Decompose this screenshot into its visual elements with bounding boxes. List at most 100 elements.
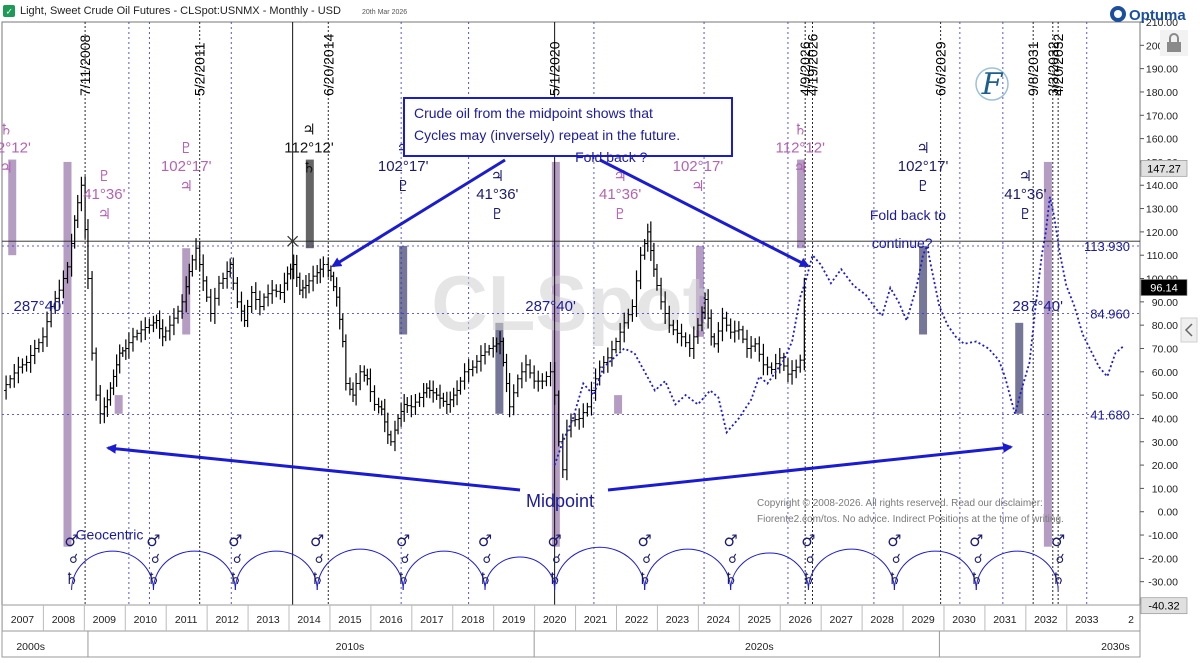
shaded-bar (8, 159, 17, 256)
level-label: 84.960 (1090, 307, 1130, 322)
planet-glyph: ♃ (179, 177, 192, 195)
x-tick-label-partial: 2 (1128, 614, 1134, 626)
price-badge-label: 147.27 (1147, 163, 1181, 175)
title-bar: ✓ Light, Sweet Crude Oil Futures - CLSpo… (3, 5, 407, 17)
mars-icon: ♂ (887, 531, 901, 550)
cycle-arc (316, 548, 404, 591)
crosshair-marker (287, 235, 299, 247)
planet-glyph: ♃ (691, 177, 704, 195)
cycle-arc (402, 550, 486, 591)
angle-label: 41°36' (83, 186, 125, 203)
y-tick-label: 0.00 (1158, 507, 1179, 519)
y-tick-label: 140.00 (1146, 180, 1178, 192)
x-axis-decade-band (1, 630, 1141, 658)
mars-icon: ♂ (478, 531, 492, 550)
x-tick-label: 2010 (134, 614, 158, 626)
mars-icon: ♂ (64, 531, 78, 550)
annotation: Fold back ? (575, 149, 648, 165)
y-tick-label: 10.00 (1152, 483, 1178, 495)
date-label: 5/1/2020 (547, 41, 563, 96)
y-tick-label: 70.00 (1152, 343, 1178, 355)
y-tick-label: 210.00 (1146, 17, 1178, 29)
angle-labels-layer: ♄112°12'♃♇41°36'♃♇102°17'♃♃112°12'♄♃102°… (0, 121, 1063, 316)
conjunction-icon: ☌ (974, 552, 983, 567)
brand-name: Optuma (1129, 7, 1186, 24)
planet-glyph: ♄ (0, 121, 13, 139)
conjunction-icon: ☌ (315, 552, 324, 567)
shaded-bar (695, 245, 704, 337)
date-label: 9/8/2031 (1025, 41, 1041, 96)
monogram-letter: F (981, 67, 1004, 102)
cycle-arc (234, 550, 318, 591)
x-tick-label: 2014 (297, 614, 321, 626)
monogram-logo: F (975, 67, 1009, 102)
planet-glyph: ♇ (1019, 205, 1032, 223)
mars-icon: ♂ (396, 531, 410, 550)
x-tick-label: 2009 (93, 614, 117, 626)
cycle-arc (71, 550, 154, 591)
level-label: 41.680 (1090, 408, 1130, 423)
collapse-panel-bg (1180, 317, 1198, 343)
shaded-bar (1015, 322, 1024, 414)
y-tick-label: 120.00 (1146, 227, 1178, 239)
date-label: 6/20/2014 (320, 34, 336, 96)
collapse-panel-icon[interactable] (1180, 317, 1198, 343)
conjunction-icon: ☌ (806, 552, 815, 567)
planet-glyph: ♃ (302, 121, 315, 139)
cycle-arc (554, 546, 646, 591)
cycle-arc (484, 556, 556, 591)
planet-glyph: ♇ (396, 177, 409, 195)
date-label: 5/2/2011 (192, 42, 208, 96)
lock-icon[interactable] (1160, 30, 1188, 56)
x-tick-label: 2026 (789, 614, 813, 626)
angle-label: 112°12' (284, 140, 334, 157)
y-tick-label: 170.00 (1146, 110, 1178, 122)
y-tick-label: 60.00 (1152, 367, 1178, 379)
mars-icon: ♂ (310, 531, 324, 550)
copyright-line-2: Fiorente2.com/tos. No advice. Indirect P… (757, 514, 1064, 525)
conjunction-icon: ☌ (151, 552, 160, 567)
cycle-arc (644, 548, 732, 591)
decade-label: 2010s (336, 641, 365, 653)
mars-icon: ♂ (228, 531, 242, 550)
x-tick-label: 2028 (870, 614, 894, 626)
conjunction-icon: ☌ (233, 552, 242, 567)
lock-icon-body (1167, 42, 1181, 52)
price-badge-label: 96.14 (1150, 283, 1178, 295)
mars-icon: ♂ (146, 531, 160, 550)
planet-glyph: ♇ (916, 177, 929, 195)
conjunction-icon: ☌ (483, 552, 492, 567)
planet-glyph: ♇ (491, 205, 504, 223)
chart-title: Light, Sweet Crude Oil Futures - CLSpot:… (20, 5, 341, 17)
shaded-bar (495, 322, 504, 414)
cycle-arc (807, 548, 895, 591)
x-tick-label: 2017 (420, 614, 444, 626)
x-tick-label: 2024 (707, 614, 731, 626)
arrows-layer (106, 158, 1013, 492)
x-tick-label: 2021 (584, 614, 608, 626)
date-lines-layer: 7/11/2008 5/2/2011 6/20/2014 5/1/2020 4/9/20… (77, 22, 1066, 605)
y-tick-label: 50.00 (1152, 390, 1178, 402)
shaded-bar (1043, 161, 1052, 547)
x-tick-label: 2031 (993, 614, 1017, 626)
geocentric-layer: ♂☌♄♂☌♄♂☌♄♂☌♄♂☌♄♂☌♄♂☌♄♂☌♄♂☌♄♂☌♄♂☌♄♂☌♄♂☌♄ (64, 531, 1065, 591)
callout-box: Crude oil from the midpoint shows that C… (403, 97, 733, 157)
shaded-bar (919, 245, 928, 335)
saturn-icon: ♄ (1051, 569, 1065, 588)
date-label: 6/6/2029 (933, 41, 949, 96)
shaded-bar (399, 245, 408, 335)
conjunction-icon: ☌ (552, 552, 561, 567)
planet-glyph: ♃ (916, 139, 929, 157)
angle-label: 112°12' (0, 140, 31, 157)
x-tick-label: 2011 (175, 614, 198, 626)
arrow-midpoint-left (106, 443, 521, 492)
watermark-layer: CLSpot (431, 259, 708, 347)
y-tick-label: 20.00 (1152, 460, 1178, 472)
monogram-ring (975, 67, 1009, 101)
copyright-line-1: Copyright © 2008-2026. All rights reserv… (757, 498, 1043, 509)
x-tick-label: 2012 (215, 614, 239, 626)
planet-glyph: ♃ (491, 167, 504, 185)
price-badge (1140, 597, 1188, 615)
x-tick-label: 2019 (502, 614, 526, 626)
planet-glyph: ♇ (98, 167, 111, 185)
